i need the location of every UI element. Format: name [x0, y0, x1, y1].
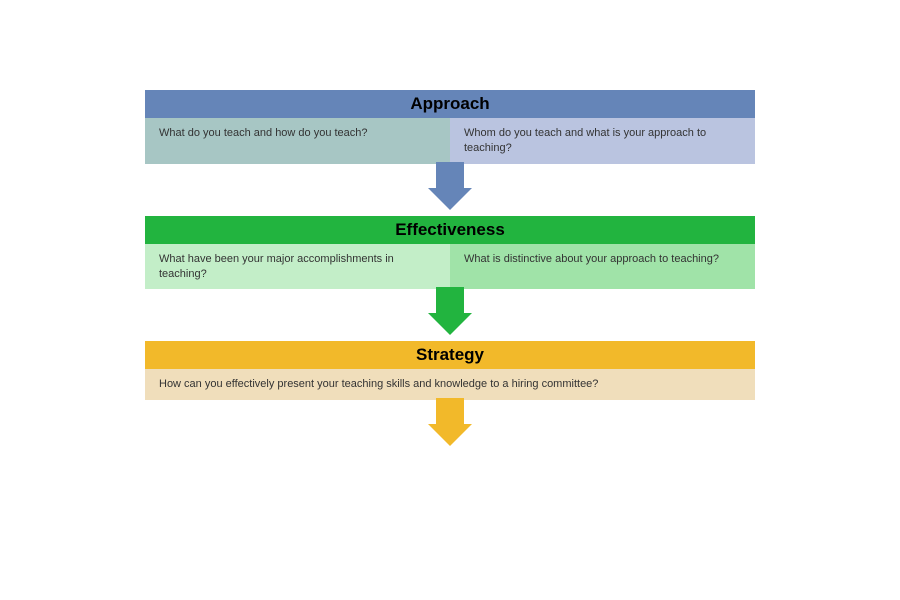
chevron-down-icon [428, 162, 472, 210]
chevron-down-icon [428, 398, 472, 446]
arrow-effectiveness [145, 287, 755, 335]
flowchart-container: Approach What do you teach and how do yo… [145, 90, 755, 452]
section-body-approach: What do you teach and how do you teach? … [145, 118, 755, 164]
section-body-strategy: How can you effectively present your tea… [145, 369, 755, 400]
section-header-strategy: Strategy [145, 341, 755, 369]
cell-effectiveness-left: What have been your major accomplishment… [145, 244, 450, 290]
section-effectiveness: Effectiveness What have been your major … [145, 216, 755, 290]
arrow-approach [145, 162, 755, 210]
section-header-approach: Approach [145, 90, 755, 118]
section-strategy: Strategy How can you effectively present… [145, 341, 755, 400]
cell-effectiveness-right: What is distinctive about your approach … [450, 244, 755, 290]
cell-approach-left: What do you teach and how do you teach? [145, 118, 450, 164]
cell-approach-right: Whom do you teach and what is your appro… [450, 118, 755, 164]
chevron-down-icon [428, 287, 472, 335]
section-approach: Approach What do you teach and how do yo… [145, 90, 755, 164]
section-body-effectiveness: What have been your major accomplishment… [145, 244, 755, 290]
cell-strategy-full: How can you effectively present your tea… [145, 369, 755, 400]
arrow-strategy [145, 398, 755, 446]
section-header-effectiveness: Effectiveness [145, 216, 755, 244]
